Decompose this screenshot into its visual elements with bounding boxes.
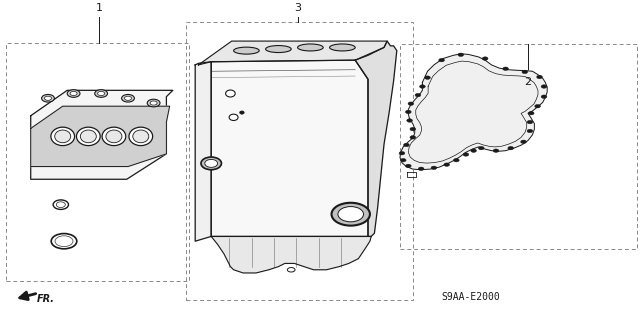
Text: 1: 1 — [96, 3, 102, 12]
Polygon shape — [400, 54, 547, 170]
Ellipse shape — [527, 129, 532, 133]
Ellipse shape — [205, 160, 218, 167]
Ellipse shape — [527, 120, 532, 124]
Ellipse shape — [53, 200, 68, 210]
Ellipse shape — [407, 119, 413, 122]
Ellipse shape — [453, 159, 460, 162]
Ellipse shape — [479, 146, 484, 150]
Ellipse shape — [522, 70, 527, 74]
Ellipse shape — [541, 85, 547, 88]
Ellipse shape — [124, 96, 132, 100]
Ellipse shape — [420, 85, 426, 88]
Text: S9AA-E2000: S9AA-E2000 — [441, 292, 500, 301]
Ellipse shape — [45, 96, 51, 100]
Ellipse shape — [493, 149, 499, 152]
Ellipse shape — [51, 127, 74, 145]
Text: 2: 2 — [524, 77, 532, 87]
Ellipse shape — [229, 114, 238, 121]
Ellipse shape — [67, 90, 80, 97]
Ellipse shape — [404, 143, 410, 147]
Ellipse shape — [234, 47, 259, 54]
Ellipse shape — [225, 90, 236, 97]
Ellipse shape — [55, 130, 70, 143]
Ellipse shape — [102, 127, 125, 145]
Ellipse shape — [458, 53, 463, 56]
Ellipse shape — [56, 202, 65, 208]
Ellipse shape — [70, 92, 77, 96]
Ellipse shape — [535, 104, 540, 108]
Ellipse shape — [406, 110, 412, 114]
Text: FR.: FR. — [37, 294, 55, 304]
Ellipse shape — [95, 90, 108, 97]
Ellipse shape — [266, 46, 291, 53]
Ellipse shape — [471, 149, 476, 152]
Ellipse shape — [332, 203, 370, 226]
Ellipse shape — [508, 146, 514, 150]
Ellipse shape — [98, 92, 105, 96]
Ellipse shape — [240, 111, 244, 114]
Ellipse shape — [133, 130, 149, 143]
Ellipse shape — [51, 234, 77, 249]
Ellipse shape — [406, 164, 412, 168]
Ellipse shape — [483, 57, 488, 60]
Ellipse shape — [419, 167, 424, 171]
Ellipse shape — [81, 130, 97, 143]
Polygon shape — [31, 106, 170, 167]
Bar — [400, 44, 637, 249]
Polygon shape — [31, 90, 173, 179]
Ellipse shape — [122, 94, 134, 102]
Bar — [186, 22, 413, 300]
Ellipse shape — [287, 268, 295, 272]
Ellipse shape — [42, 94, 54, 102]
Polygon shape — [355, 41, 397, 236]
Ellipse shape — [410, 136, 416, 139]
Polygon shape — [211, 236, 371, 273]
Ellipse shape — [503, 67, 509, 70]
Ellipse shape — [106, 130, 122, 143]
Ellipse shape — [338, 207, 364, 222]
Ellipse shape — [463, 153, 468, 156]
Ellipse shape — [444, 163, 449, 167]
Ellipse shape — [55, 236, 73, 247]
Ellipse shape — [528, 111, 534, 115]
Text: 3: 3 — [294, 3, 301, 12]
Ellipse shape — [439, 58, 444, 62]
Ellipse shape — [431, 166, 437, 170]
Ellipse shape — [399, 152, 405, 155]
Ellipse shape — [77, 127, 100, 145]
Ellipse shape — [408, 102, 414, 105]
Ellipse shape — [129, 127, 153, 145]
Ellipse shape — [298, 44, 323, 51]
Ellipse shape — [330, 44, 355, 51]
Ellipse shape — [401, 159, 406, 162]
Bar — [6, 43, 189, 281]
Ellipse shape — [415, 93, 421, 97]
Ellipse shape — [147, 99, 160, 107]
Ellipse shape — [201, 157, 221, 170]
Ellipse shape — [521, 140, 526, 144]
Ellipse shape — [425, 76, 431, 79]
Ellipse shape — [541, 95, 547, 99]
Ellipse shape — [150, 101, 157, 105]
Polygon shape — [198, 41, 387, 65]
Polygon shape — [211, 60, 368, 236]
Ellipse shape — [536, 75, 543, 79]
Ellipse shape — [410, 127, 416, 131]
Polygon shape — [195, 62, 211, 241]
